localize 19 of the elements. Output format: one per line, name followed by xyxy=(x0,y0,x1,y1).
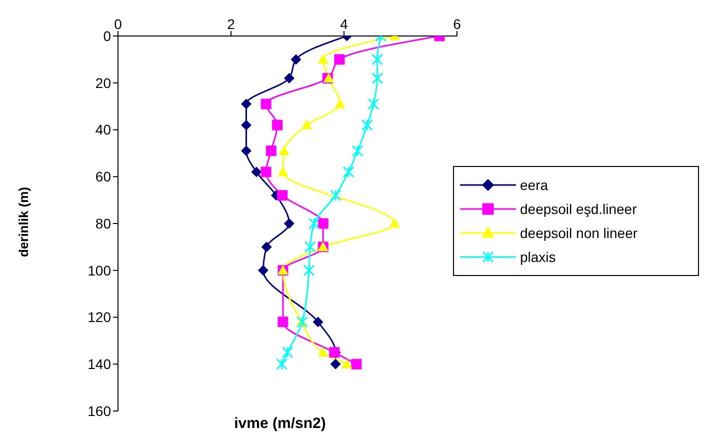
y-tick-label: 20 xyxy=(95,74,112,91)
y-tick-label: 100 xyxy=(88,262,112,278)
y-tick-label: 160 xyxy=(88,402,112,419)
y-tick-label: 80 xyxy=(95,215,112,232)
x-tick-label: 6 xyxy=(453,16,462,32)
x-tick-label: 4 xyxy=(340,16,348,32)
y-tick-label: 120 xyxy=(88,309,112,326)
legend-label: deepsoil eşd.lineer xyxy=(520,200,637,219)
y-axis-title: derinlik (m) xyxy=(16,186,31,258)
legend-label: eera xyxy=(520,176,548,195)
x-tick-label: 2 xyxy=(227,16,236,32)
y-tick-label: 60 xyxy=(95,168,112,185)
legend-label: plaxis xyxy=(520,248,556,267)
y-tick-label: 40 xyxy=(95,122,112,138)
y-tick-label: 140 xyxy=(88,356,112,372)
y-tick-label: 0 xyxy=(103,28,112,44)
x-tick-label: 0 xyxy=(114,16,122,32)
legend-label: deepsoil non lineer xyxy=(520,224,638,243)
x-axis-title: ivme (m/sn2) xyxy=(234,415,326,432)
